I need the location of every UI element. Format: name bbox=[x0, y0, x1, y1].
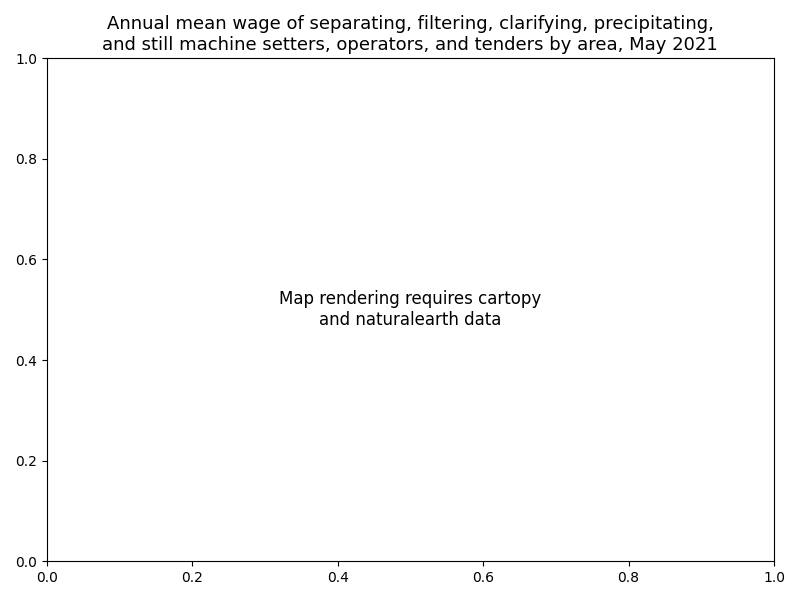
Text: Map rendering requires cartopy
and naturalearth data: Map rendering requires cartopy and natur… bbox=[279, 290, 542, 329]
Title: Annual mean wage of separating, filtering, clarifying, precipitating,
and still : Annual mean wage of separating, filterin… bbox=[102, 15, 718, 54]
